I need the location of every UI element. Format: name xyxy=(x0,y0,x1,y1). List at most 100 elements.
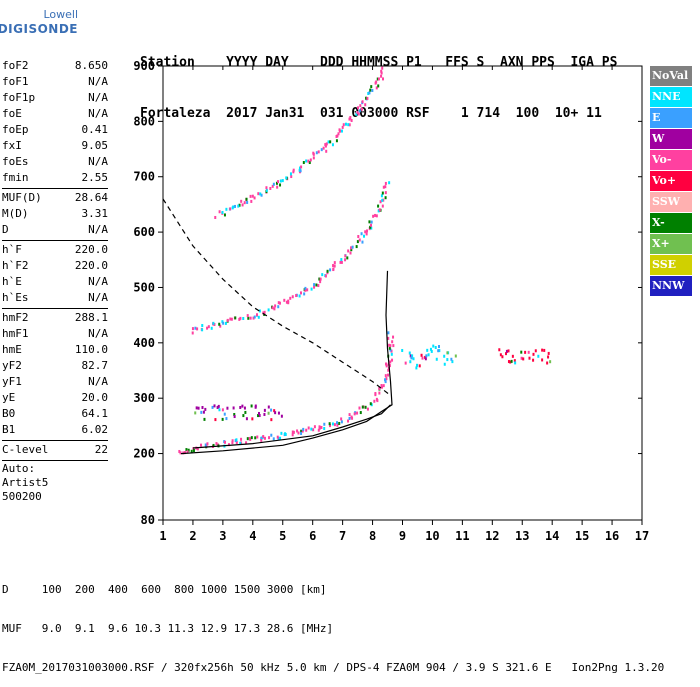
echo-point xyxy=(270,433,273,437)
echo-point xyxy=(361,100,364,104)
x-tick-label: 3 xyxy=(219,529,226,543)
x-tick-label: 10 xyxy=(425,529,439,543)
echo-point xyxy=(430,349,433,353)
echo-point xyxy=(382,77,385,81)
echo-point xyxy=(212,321,215,325)
echo-point xyxy=(312,156,315,160)
echo-point xyxy=(432,344,435,348)
echo-point xyxy=(296,429,299,433)
footer-file-info: FZA0M_2017031003000.RSF / 320fx256h 50 k… xyxy=(2,661,665,674)
echo-point xyxy=(323,422,326,426)
x-tick-label: 13 xyxy=(515,529,529,543)
echo-point xyxy=(392,344,395,348)
echo-point xyxy=(376,77,379,81)
echo-point xyxy=(355,245,358,249)
echo-point xyxy=(280,414,283,418)
echo-point xyxy=(249,194,252,198)
param-row: foF1p N/A xyxy=(2,90,108,106)
legend-item: X- xyxy=(650,213,692,233)
echo-point xyxy=(194,411,197,415)
echo-point xyxy=(204,443,207,447)
echo-point xyxy=(226,318,229,322)
y-tick-label: 80 xyxy=(141,513,155,527)
echo-point xyxy=(187,448,190,452)
echo-point xyxy=(438,349,441,353)
echo-point xyxy=(231,441,234,445)
echo-point xyxy=(214,418,217,422)
x-tick-label: 7 xyxy=(339,529,346,543)
echo-point xyxy=(435,357,438,361)
echo-point xyxy=(384,185,387,189)
echo-point xyxy=(218,322,221,326)
param-value: 2.55 xyxy=(81,171,109,184)
echo-point xyxy=(191,331,194,335)
echo-point xyxy=(381,204,384,208)
param-value: 82.7 xyxy=(81,359,109,372)
echo-point xyxy=(387,373,390,377)
echo-point xyxy=(370,85,373,89)
echo-point xyxy=(192,447,195,451)
echo-point xyxy=(349,115,352,119)
echo-point xyxy=(340,417,343,421)
echo-point xyxy=(206,326,209,330)
echo-point xyxy=(437,349,440,353)
echo-point xyxy=(543,348,546,352)
param-name: D xyxy=(2,223,9,236)
echo-point xyxy=(372,214,375,218)
param-row: h`Es N/A xyxy=(2,290,108,306)
echo-point xyxy=(520,356,523,360)
echo-point xyxy=(279,183,282,187)
echo-point xyxy=(285,176,288,180)
echo-point xyxy=(268,436,271,440)
echo-point xyxy=(510,359,513,363)
param-value: 64.1 xyxy=(81,407,109,420)
echo-point xyxy=(408,351,411,355)
echo-point xyxy=(292,170,295,174)
echo-point xyxy=(347,123,350,127)
echo-point xyxy=(225,207,228,211)
echo-point xyxy=(384,374,387,378)
echo-point xyxy=(315,151,318,155)
echo-point xyxy=(291,433,294,437)
echo-point xyxy=(369,225,372,229)
echo-point xyxy=(249,316,252,320)
y-tick-label: 500 xyxy=(133,280,155,294)
param-value: 3.31 xyxy=(81,207,109,220)
echo-point xyxy=(237,204,240,208)
echo-point xyxy=(350,246,353,250)
param-name: fxI xyxy=(2,139,22,152)
echo-point xyxy=(303,292,306,296)
echo-point xyxy=(246,314,249,318)
y-tick-label: 300 xyxy=(133,391,155,405)
echo-point xyxy=(219,324,222,328)
param-name: yE xyxy=(2,391,16,404)
echo-point xyxy=(318,277,321,281)
echo-point xyxy=(505,349,508,353)
echo-point xyxy=(241,203,244,207)
echo-point xyxy=(244,410,247,414)
echo-point xyxy=(229,207,232,211)
echo-point xyxy=(221,408,224,412)
echo-point xyxy=(206,442,209,446)
param-value: N/A xyxy=(88,291,108,304)
echo-point xyxy=(382,384,385,388)
echo-point xyxy=(370,220,373,224)
echo-point xyxy=(454,354,457,358)
echo-point xyxy=(380,385,383,389)
echo-point xyxy=(245,197,248,201)
y-tick-label: 800 xyxy=(133,114,155,128)
param-name: foF2 xyxy=(2,59,29,72)
echo-point xyxy=(329,268,332,272)
echo-point xyxy=(319,280,322,284)
echo-point xyxy=(351,416,354,420)
echo-point xyxy=(532,352,535,356)
echo-point xyxy=(380,194,383,198)
echo-point xyxy=(360,232,363,236)
echo-point xyxy=(375,86,378,90)
echo-point xyxy=(426,348,429,352)
param-value: 0.41 xyxy=(81,123,109,136)
footer-muf-row: MUF 9.0 9.1 9.6 10.3 11.3 12.9 17.3 28.6… xyxy=(2,622,334,635)
echo-point xyxy=(210,326,213,330)
echo-point xyxy=(368,220,371,224)
echo-point xyxy=(378,386,381,390)
